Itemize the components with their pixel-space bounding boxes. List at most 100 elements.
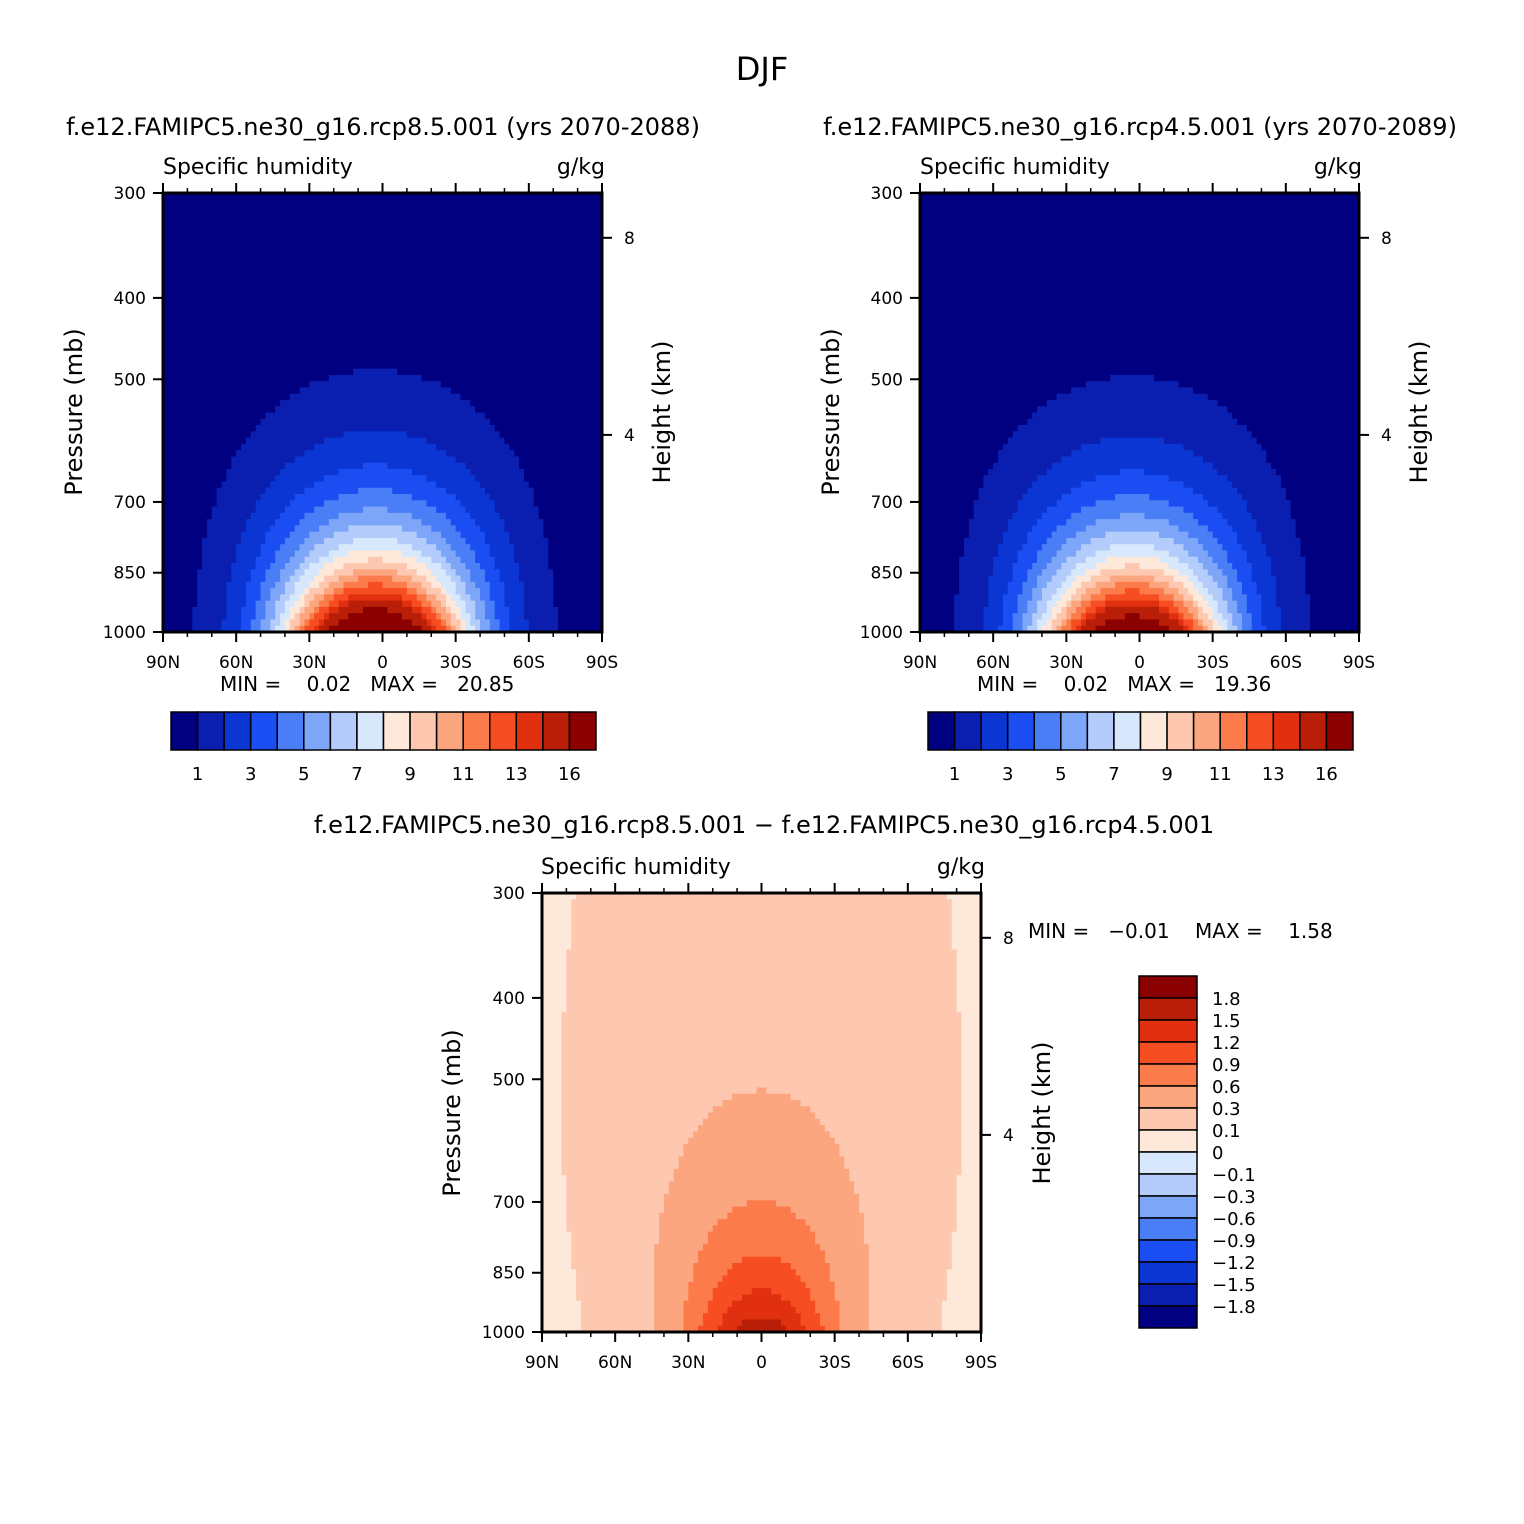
colorbar-label: 0.3 <box>1212 1099 1241 1120</box>
contour-cell <box>956 1194 982 1201</box>
contour-cell <box>659 1212 728 1220</box>
contour-cell <box>494 500 535 508</box>
contour-cell <box>558 606 603 614</box>
contour-cell <box>470 544 491 552</box>
contour-cell <box>1198 588 1209 595</box>
contour-cell <box>163 362 603 370</box>
contour-cell <box>542 1269 577 1277</box>
contour-cell <box>1280 625 1311 633</box>
x-tick-label: 30S <box>818 1353 850 1373</box>
contour-cell <box>1217 581 1228 589</box>
contour-cell <box>338 544 413 552</box>
contour-cell <box>294 456 457 464</box>
y-tick-label: 1000 <box>860 623 903 643</box>
contour-cell <box>299 575 315 583</box>
contour-cell <box>333 531 418 539</box>
contour-cell <box>1237 531 1263 539</box>
contour-cell <box>1119 468 1145 476</box>
y-tick-label: 500 <box>114 370 146 390</box>
contour-cell <box>1241 619 1253 627</box>
contour-cell <box>333 594 349 602</box>
contour-cell <box>328 374 423 382</box>
contour-cell <box>445 606 452 614</box>
contour-cell <box>1261 594 1277 602</box>
contour-cell <box>951 1244 982 1252</box>
contour-cell <box>450 563 467 570</box>
contour-cell <box>294 625 301 633</box>
contour-cell <box>323 594 335 602</box>
contour-cell <box>358 487 393 495</box>
contour-cell <box>1222 613 1233 621</box>
x-tick-label: 30N <box>1049 653 1083 673</box>
contour-cell <box>561 1162 680 1170</box>
contour-cell <box>421 625 432 633</box>
contour-cell <box>920 274 1360 282</box>
contour-cell <box>163 218 603 225</box>
contour-cell <box>1037 575 1053 583</box>
contour-cell <box>951 1256 982 1264</box>
contour-cell <box>270 588 286 595</box>
contour-cell <box>654 1275 694 1283</box>
contour-cell <box>998 456 1063 464</box>
contour-cell <box>202 556 237 564</box>
contour-cell <box>983 625 999 633</box>
contour-cell <box>1154 374 1360 382</box>
contour-cell <box>538 512 603 520</box>
contour-cell <box>1095 613 1126 621</box>
contour-cell <box>576 1294 655 1302</box>
contour-cell <box>542 1018 563 1026</box>
contour-cell <box>839 1319 870 1327</box>
contour-cell <box>289 606 301 614</box>
contour-cell <box>299 625 306 633</box>
colorbar-box <box>1166 711 1195 751</box>
contour-cell <box>416 588 427 595</box>
contour-cell <box>319 569 335 577</box>
contour-cell <box>829 1131 963 1139</box>
contour-cell <box>1227 475 1282 483</box>
contour-cell <box>1071 512 1121 520</box>
contour-cell <box>800 1275 831 1283</box>
contour-cell <box>920 569 960 577</box>
contour-cell <box>1154 575 1175 583</box>
contour-cell <box>450 519 476 526</box>
contour-cell <box>475 606 486 614</box>
contour-cell <box>988 575 1014 583</box>
contour-cell <box>455 456 520 464</box>
contour-cell <box>1168 613 1180 621</box>
contour-cell <box>542 1112 563 1120</box>
contour-cell <box>509 443 603 451</box>
contour-cell <box>561 1068 963 1076</box>
contour-cell <box>542 936 572 944</box>
contour-cell <box>528 625 559 633</box>
contour-cell <box>343 563 408 570</box>
contour-cell <box>543 531 603 539</box>
contour-cell <box>255 506 286 514</box>
contour-cell <box>280 569 296 577</box>
contour-cell <box>1168 519 1199 526</box>
contour-cell <box>566 1212 660 1220</box>
contour-cell <box>314 506 364 514</box>
contour-cell <box>445 600 457 608</box>
contour-cell <box>504 437 603 445</box>
colorbar-box <box>489 711 518 751</box>
contour-cell <box>1105 556 1160 564</box>
contour-cell <box>920 544 965 552</box>
contour-cell <box>519 462 603 470</box>
contour-cell <box>480 588 491 595</box>
contour-cell <box>455 600 467 608</box>
contour-cell <box>1041 594 1053 602</box>
contour-cell <box>920 205 1360 213</box>
contour-cell <box>450 575 462 583</box>
contour-cell <box>1022 619 1033 627</box>
contour-cell <box>1173 575 1189 583</box>
contour-cell <box>1266 625 1282 633</box>
contour-cell <box>553 588 603 595</box>
contour-cell <box>868 1313 943 1321</box>
contour-cell <box>1066 556 1087 564</box>
contour-cell <box>431 569 447 577</box>
contour-cell <box>480 625 491 633</box>
contour-cell <box>542 1030 563 1038</box>
contour-cell <box>1173 594 1184 602</box>
contour-cell <box>1178 606 1189 614</box>
y2-axis-label: Height (km) <box>1028 1042 1056 1185</box>
